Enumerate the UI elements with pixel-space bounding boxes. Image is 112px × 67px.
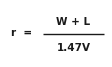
Text: r  =: r = [11,28,32,39]
Text: 1.47V: 1.47V [56,43,90,53]
Text: W + L: W + L [56,17,90,27]
